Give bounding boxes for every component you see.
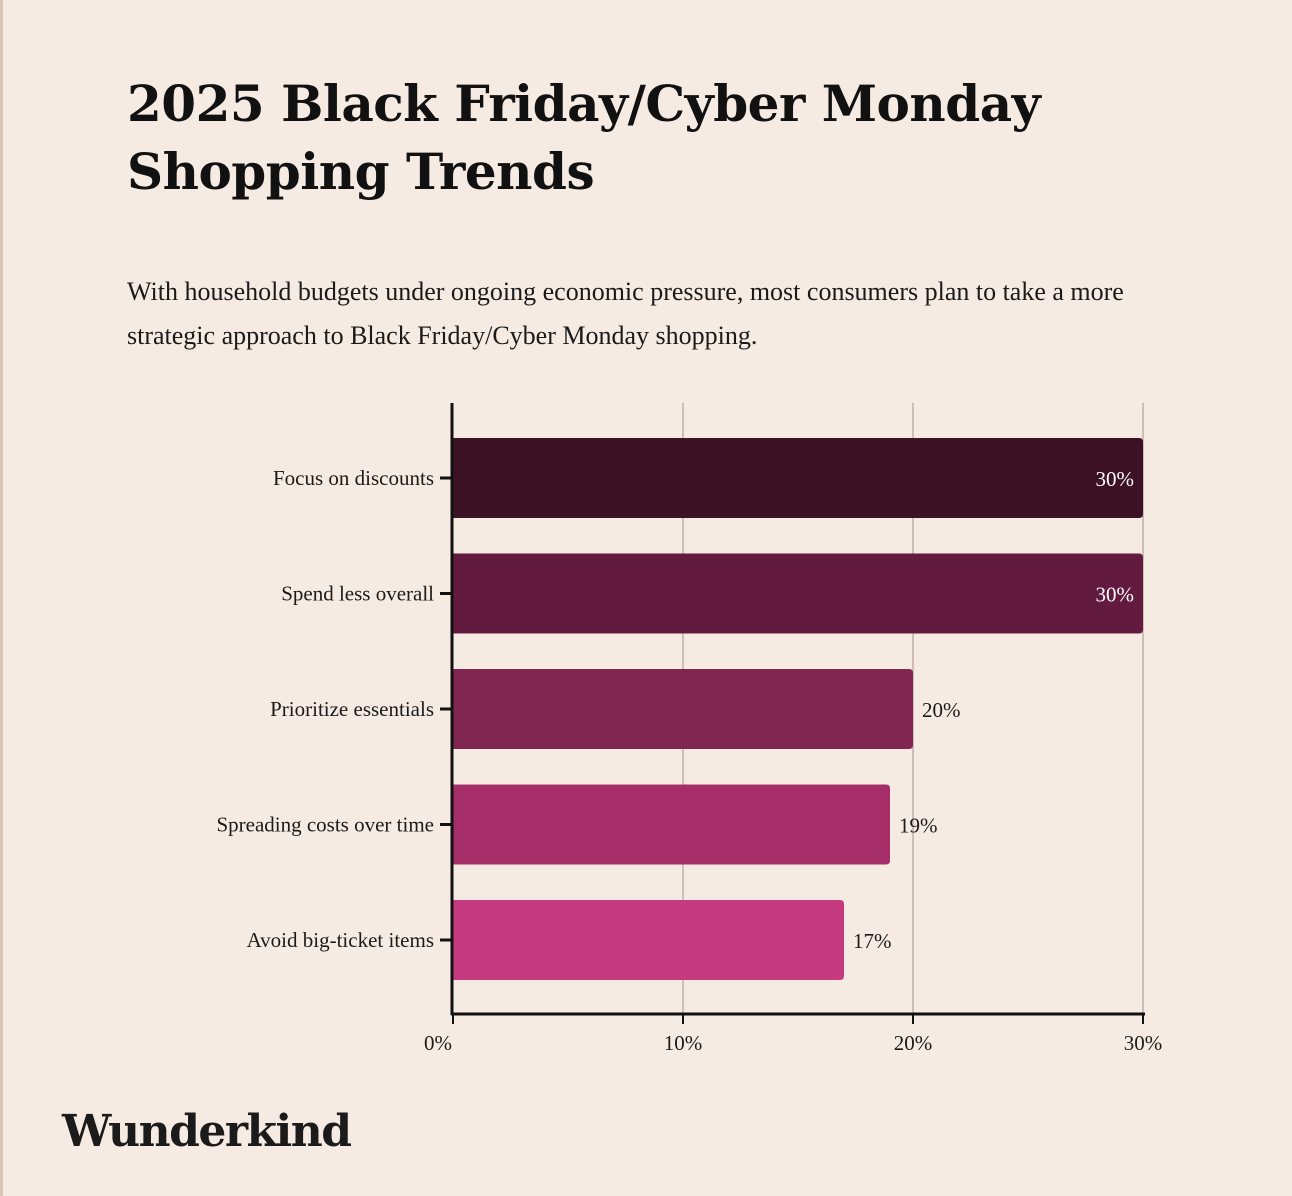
bar-3 — [453, 784, 890, 865]
value-label-3: 19% — [899, 814, 938, 838]
bar-1 — [453, 553, 1143, 634]
value-label-2: 20% — [922, 698, 961, 722]
x-tick-label-2: 20% — [894, 1031, 933, 1055]
brand-logo: Wunderkind — [62, 1106, 352, 1157]
x-tick-label-0: 0% — [424, 1031, 452, 1055]
value-label-1: 30% — [1096, 583, 1135, 607]
category-label-1: Spend less overall — [281, 582, 434, 606]
category-label-0: Focus on discounts — [273, 466, 434, 490]
page-title: 2025 Black Friday/Cyber Monday Shopping … — [127, 74, 1041, 201]
bar-0 — [453, 438, 1143, 518]
value-label-0: 30% — [1096, 467, 1135, 491]
bar-4 — [453, 900, 844, 980]
category-label-3: Spreading costs over time — [216, 813, 434, 837]
x-tick-label-3: 30% — [1124, 1031, 1163, 1055]
category-label-2: Prioritize essentials — [270, 697, 434, 721]
x-tick-label-1: 10% — [664, 1031, 703, 1055]
bar-2 — [453, 669, 913, 749]
page-subtitle: With household budgets under ongoing eco… — [127, 277, 1124, 350]
category-label-4: Avoid big-ticket items — [247, 928, 434, 952]
value-label-4: 17% — [853, 929, 892, 953]
left-edge-border — [0, 0, 3, 1196]
